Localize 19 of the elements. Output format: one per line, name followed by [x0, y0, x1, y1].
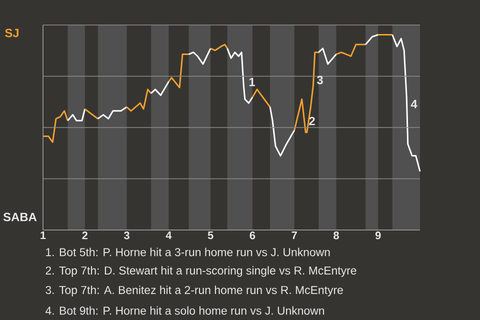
x-tick-label: 5 — [208, 232, 214, 240]
annotation: 3 — [316, 76, 323, 84]
annotation: 2 — [309, 116, 315, 126]
x-tick-label: 2 — [82, 232, 88, 240]
annotation: 4 — [410, 100, 418, 108]
x-tick-label: 3 — [124, 232, 130, 240]
x-tick-label: 1 — [40, 232, 46, 240]
x-tick-label: 6 — [250, 232, 256, 240]
text: SABA — [3, 212, 37, 222]
x-tick-label: 7 — [292, 232, 297, 240]
x-tick-label: 8 — [334, 232, 339, 240]
x-tick-label: 4 — [166, 232, 172, 240]
text: SJ — [5, 28, 18, 38]
x-tick-label: 9 — [375, 232, 381, 240]
text: 2. Top 7th: D. Stewart hit a run-scoring single vs R. McEntyre — [46, 266, 356, 277]
text: 4. Bot 9th: P. Horne hit a solo home run vs J. Unknown — [45, 306, 324, 315]
text: 1. Bot 5th: P. Horne hit a 3-run home run vs J. Unknown — [46, 248, 330, 256]
text: 3. Top 7th: A. Benitez hit a 2-run home run vs R. McEntyre — [46, 286, 343, 296]
annotation: 1 — [249, 78, 255, 86]
